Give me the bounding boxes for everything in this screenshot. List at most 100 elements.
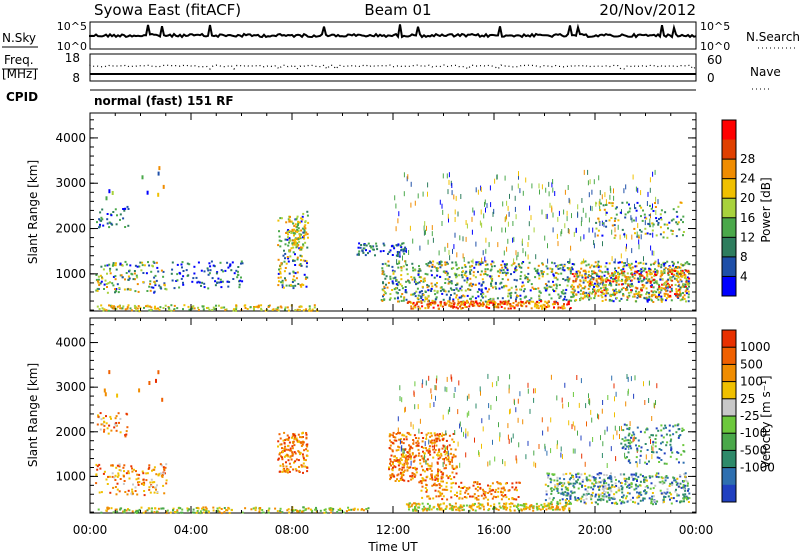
echo-cell <box>604 298 607 301</box>
echo-cell <box>279 267 282 270</box>
echo-cell <box>602 496 605 499</box>
echo-cell <box>452 248 453 254</box>
echo-cell <box>137 481 139 484</box>
echo-cell <box>361 508 364 511</box>
echo-cell <box>589 479 592 482</box>
echo-cell <box>165 463 168 466</box>
echo-cell <box>541 306 544 308</box>
echo-cell <box>295 277 298 280</box>
echo-cell <box>392 434 394 437</box>
echo-cell <box>230 269 233 272</box>
echo-cell <box>525 177 527 183</box>
echo-cell <box>403 462 406 465</box>
echo-cell <box>459 235 461 241</box>
echo-cell <box>635 186 637 192</box>
echo-cell <box>435 438 438 441</box>
echo-cell <box>615 478 617 481</box>
echo-cell <box>558 296 561 299</box>
echo-cell <box>442 298 445 301</box>
echo-cell <box>480 288 483 291</box>
echo-cell <box>503 285 505 288</box>
echo-cell <box>422 278 425 281</box>
colorbar-swatch <box>722 276 736 297</box>
echo-cell <box>135 470 137 473</box>
echo-cell <box>164 287 167 290</box>
echo-cell <box>604 487 607 490</box>
echo-cell <box>535 254 537 260</box>
echo-cell <box>636 449 639 452</box>
echo-cell <box>499 436 501 442</box>
echo-cell <box>125 433 128 436</box>
echo-cell <box>408 281 411 284</box>
echo-cell <box>664 299 667 302</box>
echo-cell <box>168 308 171 311</box>
echo-cell <box>608 299 611 302</box>
echo-cell <box>381 263 384 266</box>
echo-cell <box>162 472 165 475</box>
echo-cell <box>502 300 505 303</box>
echo-cell <box>284 306 287 309</box>
echo-cell <box>583 294 586 297</box>
echo-cell <box>117 474 120 477</box>
echo-cell <box>182 283 185 286</box>
echo-cell <box>663 281 666 284</box>
echo-cell <box>445 439 448 442</box>
echo-cell <box>146 290 149 292</box>
echo-cell <box>669 279 672 282</box>
echo-cell <box>646 300 649 303</box>
echo-cell <box>672 218 675 221</box>
echo-cell <box>223 507 226 509</box>
echo-cell <box>207 273 210 276</box>
echo-cell <box>638 239 640 245</box>
echo-cell <box>530 283 533 286</box>
echo-cell <box>216 510 219 513</box>
echo-cell <box>530 307 533 310</box>
echo-cell <box>671 481 674 484</box>
echo-cell <box>445 505 448 508</box>
echo-cell <box>392 431 395 434</box>
echo-cell <box>141 175 144 180</box>
echo-cell <box>595 273 598 276</box>
echo-cell <box>142 472 145 475</box>
echo-cell <box>591 272 594 275</box>
echo-cell <box>202 508 205 511</box>
echo-cell <box>134 278 136 281</box>
echo-cell <box>554 300 556 303</box>
echo-cell <box>460 300 463 303</box>
echo-cell <box>286 468 289 470</box>
echo-cell <box>552 187 554 193</box>
echo-cell <box>569 307 572 309</box>
echo-cell <box>562 473 565 476</box>
echo-cell <box>598 275 600 278</box>
echo-cell <box>657 298 660 301</box>
echo-cell <box>646 485 649 487</box>
echo-cell <box>405 435 408 438</box>
echo-cell <box>600 294 603 297</box>
echo-cell <box>687 269 690 272</box>
echo-cell <box>499 432 501 438</box>
echo-cell <box>516 458 518 464</box>
echo-cell <box>583 234 585 240</box>
echo-cell <box>605 211 608 214</box>
echo-cell <box>452 453 455 456</box>
echo-cell <box>583 169 585 175</box>
echo-cell <box>436 262 439 265</box>
echo-cell <box>421 477 424 480</box>
echo-cell <box>604 265 607 268</box>
echo-cell <box>287 439 290 441</box>
echo-cell <box>447 445 448 451</box>
echo-cell <box>436 267 439 270</box>
echo-cell <box>676 493 679 496</box>
echo-cell <box>667 285 670 288</box>
echo-cell <box>277 440 280 443</box>
echo-cell <box>621 228 624 231</box>
echo-cell <box>398 459 401 462</box>
echo-cell <box>282 439 285 442</box>
echo-cell <box>340 509 343 512</box>
echo-cell <box>430 282 433 285</box>
echo-cell <box>393 297 396 300</box>
echo-cell <box>504 175 506 181</box>
echo-cell <box>410 293 413 296</box>
echo-cell <box>636 480 638 482</box>
